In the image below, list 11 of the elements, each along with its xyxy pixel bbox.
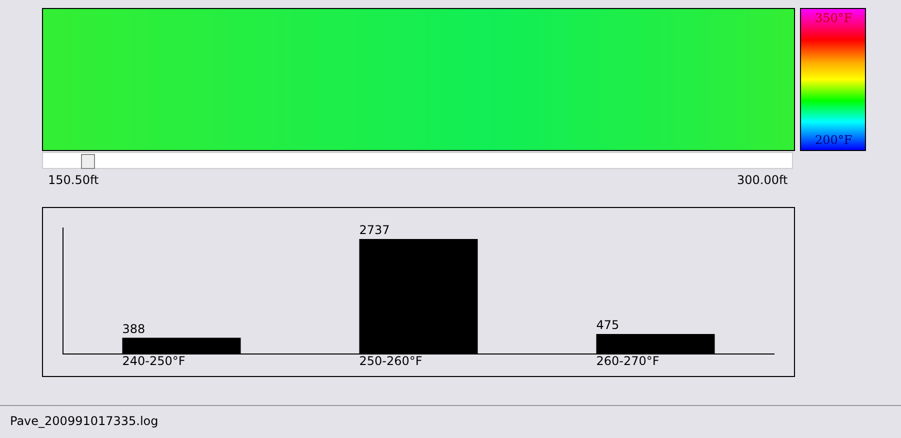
text: 300.00ft	[737, 173, 788, 187]
data-label: 388	[122, 322, 146, 336]
data-label: 475	[596, 318, 620, 332]
x-tick-label: 260-270°F	[596, 354, 660, 368]
text: 150.50ft	[48, 173, 99, 187]
data-label: 2737	[359, 223, 390, 238]
x-tick-label: 240-250°F	[122, 354, 186, 368]
text: Pave_200991017335.log	[10, 414, 158, 428]
text: 200°F	[815, 133, 852, 147]
text: 350°F	[815, 11, 852, 25]
x-tick-label: 250-260°F	[359, 354, 422, 368]
